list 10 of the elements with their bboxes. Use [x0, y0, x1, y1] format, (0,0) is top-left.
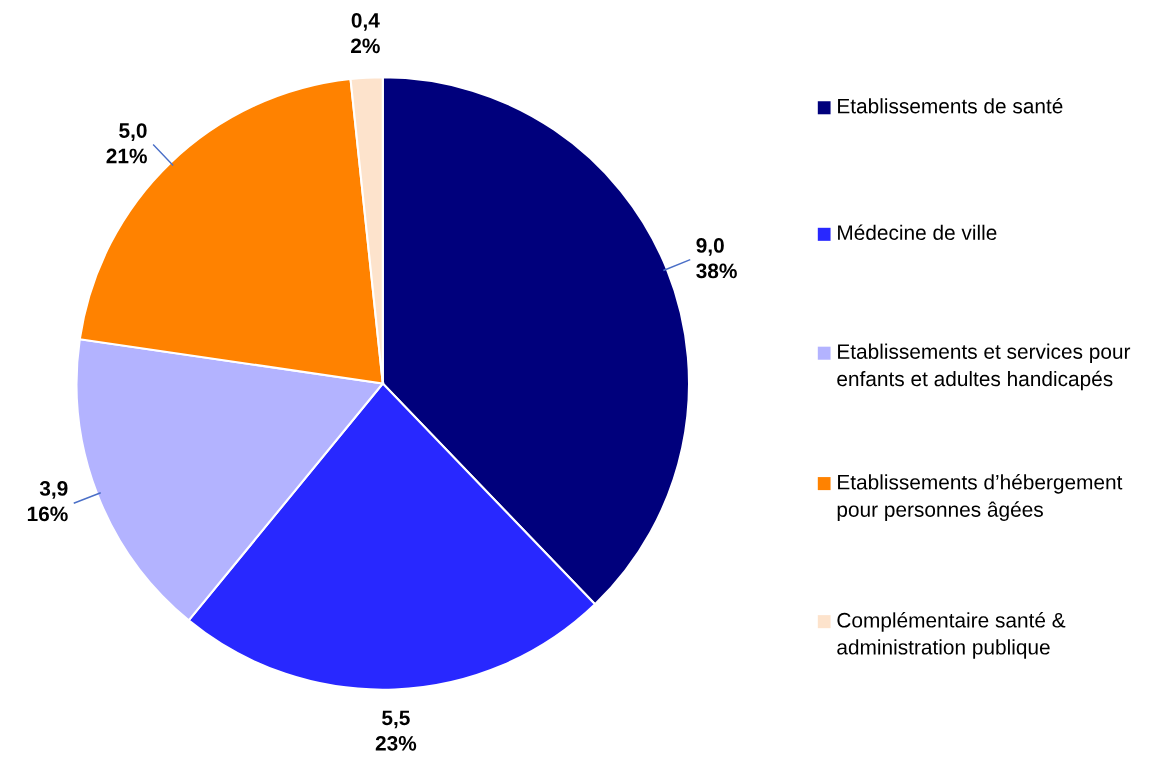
data-label: 9,0 38% — [696, 238, 737, 279]
legend-label: Etablissements et services pour enfants et adultes handicapés — [837, 343, 1131, 391]
legend-label: Etablissements d’hébergement pour personnes âgées — [837, 474, 1123, 522]
legend-label: Complémentaire santé & administration publique — [837, 612, 1066, 659]
data-label: 5,5 23% — [375, 710, 417, 751]
data-label: 3,9 16% — [27, 481, 68, 522]
data-label: 0,4 2% — [351, 12, 380, 54]
legend-label: Etablissements de santé — [838, 97, 1063, 114]
legend-label: Médecine de ville — [838, 224, 997, 241]
data-label: 5,0 21% — [106, 123, 147, 164]
